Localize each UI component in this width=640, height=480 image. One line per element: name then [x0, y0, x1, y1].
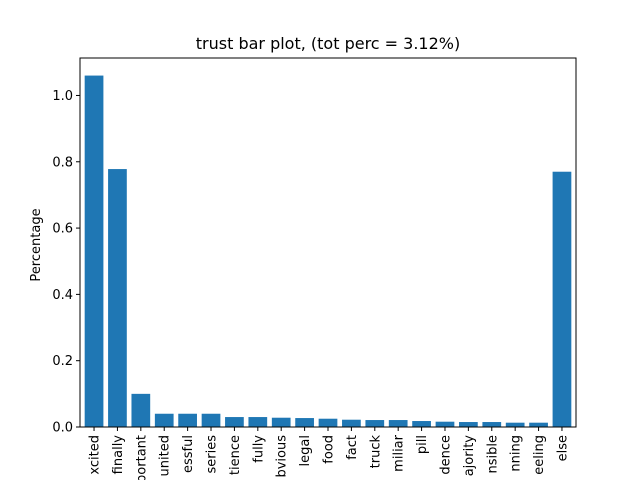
chart-title: trust bar plot, (tot perc = 3.12%): [196, 34, 460, 53]
bar-united: [154, 413, 174, 427]
x-axis: xcited finally portant united essful series ti…: [88, 427, 570, 480]
bar-eeling: [529, 422, 548, 427]
bar-pill: [412, 421, 431, 427]
bar-xcited: [84, 75, 104, 427]
bar-finally: [108, 169, 127, 427]
bar-bvious: [271, 417, 291, 427]
x-tick-label: pill: [415, 435, 430, 454]
x-tick-label: tience: [228, 435, 243, 475]
bar-dence: [435, 421, 455, 427]
x-tick-label: eeling: [532, 435, 547, 475]
x-tick-label: nning: [509, 435, 524, 472]
x-tick-label: series: [205, 435, 220, 474]
x-tick-label: xcited: [88, 435, 103, 475]
x-tick-label: else: [555, 435, 570, 461]
bar-fact: [342, 419, 361, 427]
x-tick-label: miliar: [392, 434, 407, 471]
bars-group: [84, 75, 572, 427]
y-tick-label: 0.4: [52, 288, 73, 303]
y-tick-label: 0.6: [52, 222, 73, 237]
y-tick-label: 1.0: [52, 89, 73, 104]
x-tick-label: portant: [134, 435, 149, 480]
x-tick-label: essful: [181, 435, 196, 473]
x-tick-label: food: [322, 435, 337, 464]
y-axis-label: Percentage: [29, 208, 44, 281]
y-tick-label: 0.2: [52, 354, 73, 369]
bar-fully: [248, 417, 268, 427]
bar-nsible: [482, 422, 502, 427]
x-tick-label: nsible: [485, 435, 500, 474]
bar-nning: [505, 422, 525, 427]
bar-portant: [131, 393, 151, 427]
bar-food: [318, 418, 338, 427]
plot-frame: [79, 57, 577, 428]
bar-truck: [365, 420, 385, 427]
bar-series: [201, 413, 221, 427]
x-tick-label: fully: [251, 435, 266, 463]
y-tick-label: 0.0: [52, 421, 73, 436]
bar-tience: [225, 417, 244, 427]
bar-else: [552, 171, 572, 427]
bar-miliar: [388, 420, 408, 427]
x-tick-label: united: [158, 435, 173, 476]
bar-essful: [178, 413, 197, 427]
bar-legal: [295, 418, 314, 427]
x-tick-label: ajority: [462, 435, 477, 477]
bar-ajority: [459, 422, 478, 427]
x-tick-label: fact: [345, 435, 360, 460]
x-tick-label: dence: [438, 435, 453, 475]
x-tick-label: bvious: [275, 435, 290, 478]
y-axis: 0.0 0.2 0.4 0.6 0.8 1.0: [52, 89, 80, 436]
x-tick-label: legal: [298, 435, 313, 466]
y-tick-label: 0.8: [52, 155, 73, 170]
x-tick-label: finally: [111, 435, 126, 475]
x-tick-label: truck: [368, 435, 383, 469]
